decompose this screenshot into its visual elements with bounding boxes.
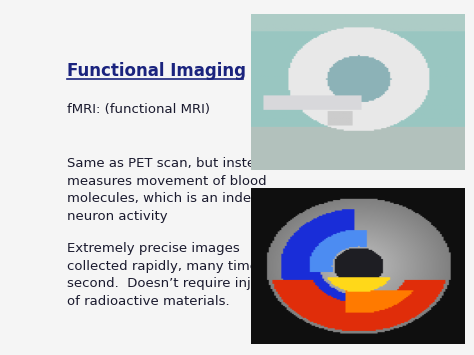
Text: Same as PET scan, but instead
measures movement of blood
molecules, which is an : Same as PET scan, but instead measures m…: [66, 157, 275, 223]
Text: Functional Imaging (cont’d): Functional Imaging (cont’d): [66, 62, 326, 80]
Text: Extremely precise images
collected rapidly, many times per
second.  Doesn’t requ: Extremely precise images collected rapid…: [66, 242, 292, 308]
Text: fMRI: (functional MRI): fMRI: (functional MRI): [66, 103, 210, 116]
